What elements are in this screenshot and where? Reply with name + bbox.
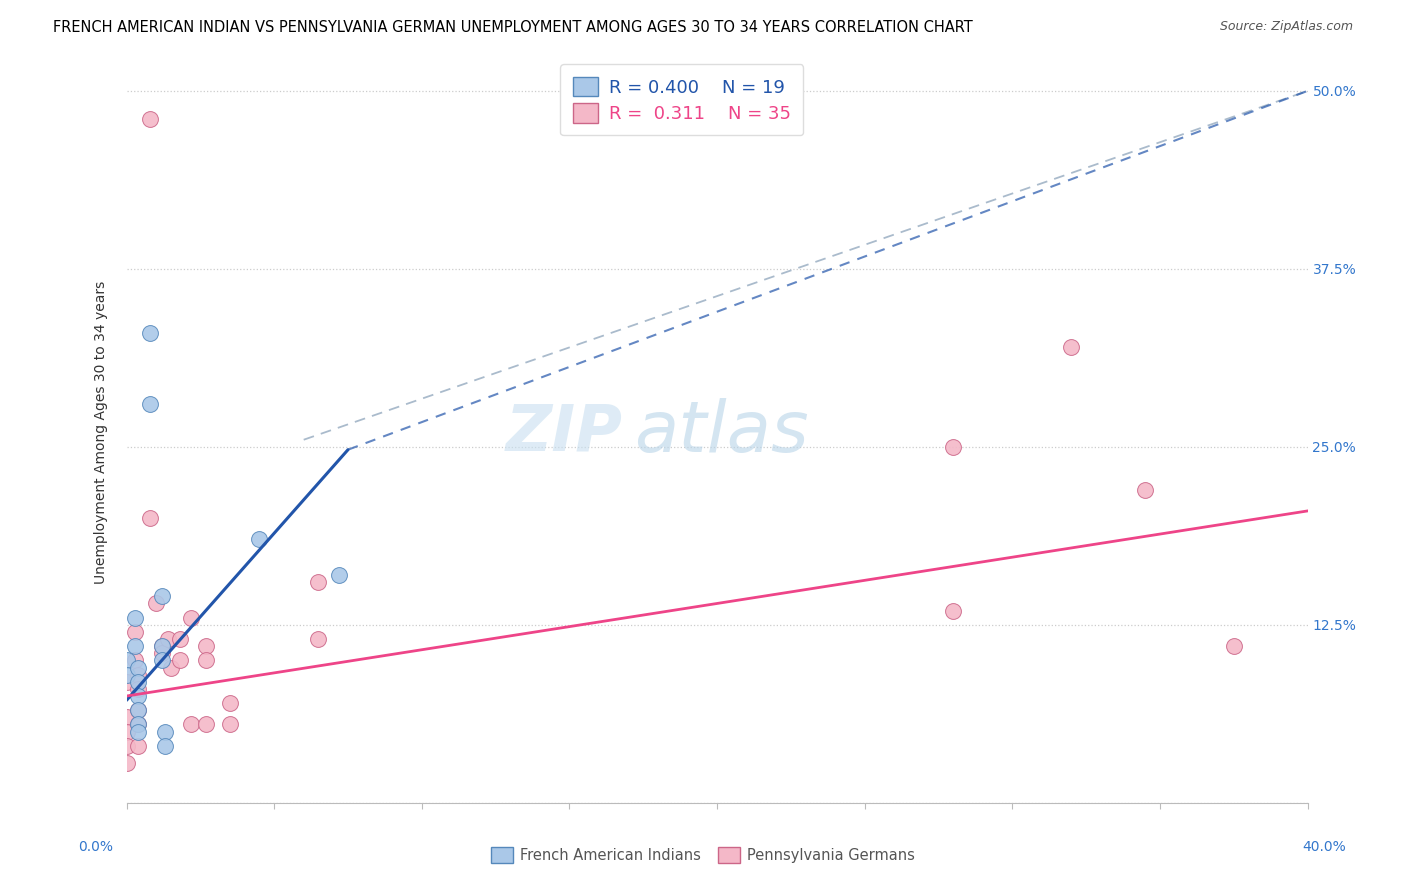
- Point: [308, 632, 330, 646]
- Point: [219, 717, 242, 731]
- Point: [195, 653, 218, 667]
- Point: [150, 639, 173, 653]
- Point: [139, 112, 162, 127]
- Point: [115, 667, 138, 681]
- Point: [942, 604, 965, 618]
- Text: atlas: atlas: [634, 398, 808, 467]
- Point: [127, 674, 149, 689]
- Text: 40.0%: 40.0%: [1302, 840, 1347, 855]
- Point: [115, 674, 138, 689]
- Point: [115, 653, 138, 667]
- Point: [195, 639, 218, 653]
- Point: [169, 632, 191, 646]
- Point: [139, 511, 162, 525]
- Point: [127, 703, 149, 717]
- Point: [328, 568, 350, 582]
- Point: [127, 689, 149, 703]
- Point: [115, 756, 138, 770]
- Point: [942, 440, 965, 454]
- Text: Source: ZipAtlas.com: Source: ZipAtlas.com: [1219, 20, 1353, 33]
- Point: [180, 610, 202, 624]
- Point: [1135, 483, 1157, 497]
- Point: [308, 575, 330, 590]
- Text: FRENCH AMERICAN INDIAN VS PENNSYLVANIA GERMAN UNEMPLOYMENT AMONG AGES 30 TO 34 Y: FRENCH AMERICAN INDIAN VS PENNSYLVANIA G…: [53, 20, 973, 35]
- Point: [153, 724, 176, 739]
- Point: [180, 717, 202, 731]
- Point: [127, 724, 149, 739]
- Point: [115, 739, 138, 753]
- Point: [127, 717, 149, 731]
- Point: [156, 632, 179, 646]
- Point: [219, 696, 242, 710]
- Point: [124, 653, 146, 667]
- Point: [127, 739, 149, 753]
- Point: [127, 703, 149, 717]
- Y-axis label: Unemployment Among Ages 30 to 34 years: Unemployment Among Ages 30 to 34 years: [94, 281, 108, 584]
- Point: [150, 639, 173, 653]
- Point: [150, 590, 173, 604]
- Point: [145, 597, 167, 611]
- Point: [127, 717, 149, 731]
- Point: [127, 660, 149, 674]
- Text: ZIP: ZIP: [506, 401, 623, 464]
- Point: [150, 646, 173, 660]
- Legend: French American Indians, Pennsylvania Germans: French American Indians, Pennsylvania Ge…: [485, 841, 921, 869]
- Point: [115, 724, 138, 739]
- Point: [124, 639, 146, 653]
- Point: [195, 717, 218, 731]
- Point: [150, 653, 173, 667]
- Point: [160, 660, 183, 674]
- Point: [139, 326, 162, 340]
- Point: [1223, 639, 1246, 653]
- Point: [124, 624, 146, 639]
- Point: [249, 533, 271, 547]
- Point: [153, 739, 176, 753]
- Text: 0.0%: 0.0%: [79, 840, 112, 855]
- Point: [127, 667, 149, 681]
- Point: [115, 710, 138, 724]
- Point: [169, 653, 191, 667]
- Point: [127, 681, 149, 696]
- Legend: R = 0.400    N = 19, R =  0.311    N = 35: R = 0.400 N = 19, R = 0.311 N = 35: [560, 64, 803, 136]
- Point: [139, 397, 162, 411]
- Point: [1060, 340, 1083, 354]
- Point: [124, 610, 146, 624]
